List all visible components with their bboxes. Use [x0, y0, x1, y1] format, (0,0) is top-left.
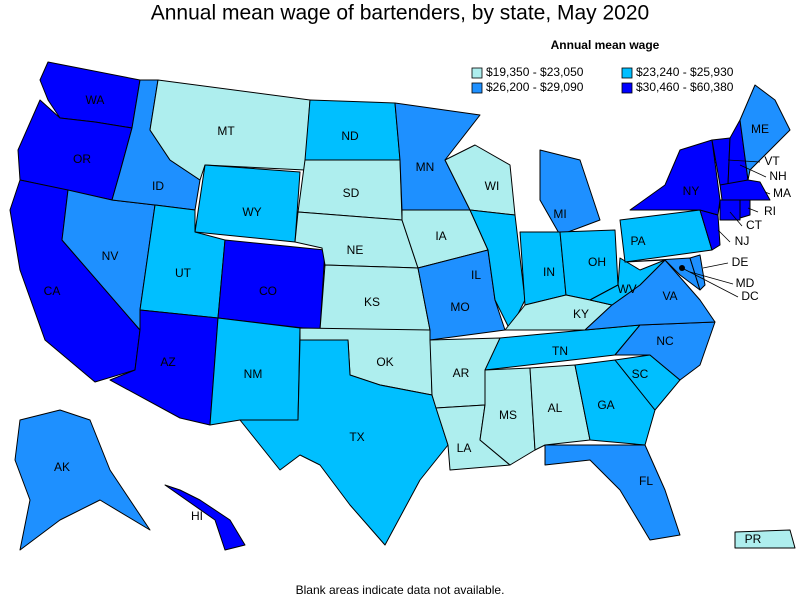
- state: [14, 409, 151, 551]
- state-label: AL: [548, 401, 563, 415]
- state-label: NM: [244, 367, 263, 381]
- state-label: IA: [435, 229, 446, 243]
- legend-swatch: [621, 82, 633, 94]
- state: [194, 164, 301, 243]
- leader-line: [689, 271, 734, 285]
- state-label: AZ: [160, 355, 175, 369]
- state-label: UT: [175, 266, 192, 280]
- state-label: NH: [769, 169, 786, 183]
- state-label: MT: [217, 124, 235, 138]
- state-label: MO: [450, 300, 469, 314]
- leader-line: [717, 229, 731, 243]
- state-label: ID: [152, 179, 164, 193]
- state-label: CA: [44, 284, 61, 298]
- legend-title: Annual mean wage: [551, 38, 660, 52]
- state-label: SC: [632, 367, 649, 381]
- state-label: MI: [553, 207, 566, 221]
- state-label: SD: [343, 186, 360, 200]
- state-label: IN: [543, 265, 555, 279]
- state-label: AK: [54, 460, 70, 474]
- leader-line: [727, 159, 761, 163]
- footnote: Blank areas indicate data not available.: [296, 583, 505, 597]
- state-label: PA: [630, 234, 645, 248]
- legend-swatch: [471, 82, 483, 94]
- state-label: NE: [347, 243, 364, 257]
- state-label: IL: [471, 268, 481, 282]
- state: [539, 149, 601, 236]
- legend-swatch: [621, 67, 633, 79]
- state-label: WI: [485, 179, 500, 193]
- state: [719, 179, 771, 201]
- state-label: WA: [86, 93, 105, 107]
- leader-line: [739, 164, 767, 178]
- leader-line: [702, 262, 729, 269]
- state-label: FL: [639, 474, 653, 488]
- state-label: LA: [457, 441, 472, 455]
- state: [689, 254, 706, 291]
- state-label: KS: [364, 295, 380, 309]
- state-label: AR: [453, 366, 470, 380]
- map-title: Annual mean wage of bartenders, by state…: [151, 2, 649, 25]
- legend-swatch: [471, 67, 483, 79]
- state: [444, 144, 516, 216]
- state-label: CO: [259, 284, 277, 298]
- state: [164, 484, 246, 551]
- state-label: GA: [597, 398, 614, 412]
- states: [9, 61, 796, 551]
- state: [589, 257, 666, 306]
- state: [719, 199, 741, 221]
- legend-label: $19,350 - $23,050: [486, 65, 584, 79]
- state-label: KY: [573, 307, 589, 321]
- state-label: TX: [349, 430, 364, 444]
- state: [574, 359, 656, 446]
- state-label: WV: [617, 282, 636, 296]
- state: [529, 364, 591, 451]
- state-label: MA: [773, 186, 791, 200]
- state-label: OH: [588, 255, 606, 269]
- leader-line: [764, 191, 771, 195]
- state-label: NC: [656, 334, 674, 348]
- state-label: OR: [73, 152, 91, 166]
- state-label: MS: [499, 408, 517, 422]
- state-label: VT: [764, 154, 780, 168]
- state-label: PR: [745, 532, 762, 546]
- state-label: RI: [764, 204, 776, 218]
- legend-label: $26,200 - $29,090: [486, 80, 584, 94]
- state: [629, 139, 721, 216]
- state-label: OK: [376, 355, 393, 369]
- state-label: ME: [751, 122, 769, 136]
- state-label: ND: [341, 129, 359, 143]
- state: [239, 339, 449, 546]
- leader-line: [729, 211, 743, 227]
- leader-line: [681, 267, 739, 298]
- state-label: HI: [191, 509, 203, 523]
- state-label: MN: [416, 160, 435, 174]
- state-label: MD: [736, 276, 755, 290]
- state-label: NJ: [735, 234, 750, 248]
- state-labels: WA OR CA NV ID MT WY UT AZ CO NM ND SD NE KS OK TX MN IA MO…: [44, 93, 791, 546]
- legend-label: $23,240 - $25,930: [636, 65, 734, 79]
- state-label: TN: [552, 344, 568, 358]
- legend: $19,350 - $23,050 $23,240 - $25,930 $26,20…: [471, 65, 734, 94]
- leader-line: [747, 207, 759, 213]
- state-label: NV: [102, 249, 119, 263]
- state-label: WY: [242, 205, 261, 219]
- state: [734, 529, 796, 549]
- state-label: DE: [732, 255, 749, 269]
- state-label: CT: [746, 218, 763, 232]
- state: [739, 199, 751, 219]
- legend-label: $30,460 - $60,380: [636, 80, 734, 94]
- state-label: DC: [741, 289, 759, 303]
- state-label: VA: [662, 289, 677, 303]
- state-label: NY: [683, 184, 700, 198]
- state: [544, 444, 681, 541]
